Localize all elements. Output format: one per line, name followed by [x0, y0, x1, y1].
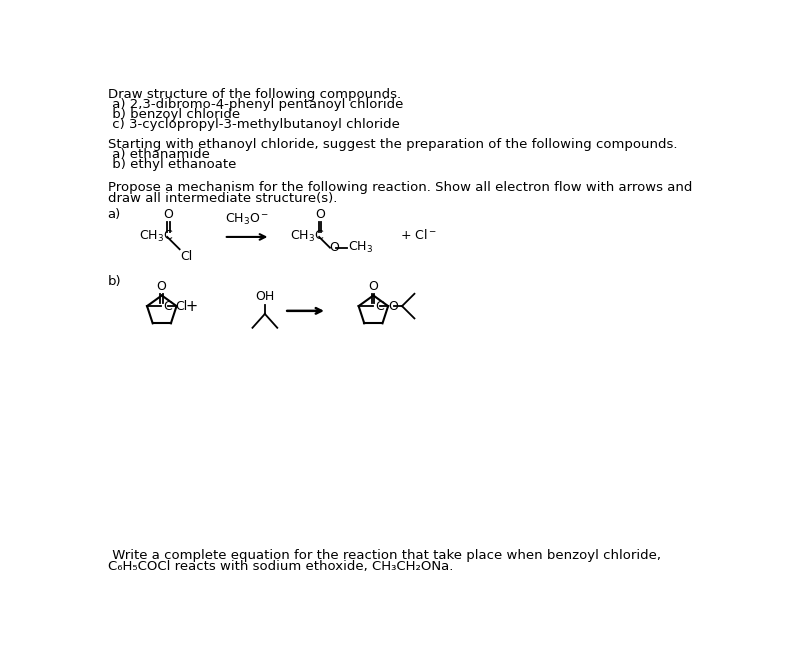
Text: C₆H₅COCl reacts with sodium ethoxide, CH₃CH₂ONa.: C₆H₅COCl reacts with sodium ethoxide, CH…	[108, 560, 453, 573]
Text: + Cl$^-$: + Cl$^-$	[401, 229, 437, 243]
Text: CH$_3$C: CH$_3$C	[138, 229, 173, 244]
Text: c) 3-cyclopropyl-3-methylbutanoyl chloride: c) 3-cyclopropyl-3-methylbutanoyl chlori…	[108, 119, 399, 131]
Text: CH$_3$C: CH$_3$C	[291, 229, 325, 244]
Text: Starting with ethanoyl chloride, suggest the preparation of the following compou: Starting with ethanoyl chloride, suggest…	[108, 138, 677, 151]
Text: Cl: Cl	[181, 250, 193, 263]
Text: CH$_3$: CH$_3$	[347, 240, 373, 255]
Text: Draw structure of the following compounds.: Draw structure of the following compound…	[108, 88, 401, 101]
Text: O: O	[368, 280, 378, 293]
Text: O: O	[156, 280, 167, 293]
Text: O: O	[163, 208, 174, 221]
Text: b): b)	[108, 275, 121, 289]
Text: +: +	[185, 299, 198, 314]
Text: a) 2,3-dibromo-4-phenyl pentanoyl chloride: a) 2,3-dibromo-4-phenyl pentanoyl chlori…	[108, 98, 403, 111]
Text: b) benzoyl chloride: b) benzoyl chloride	[108, 108, 240, 121]
Text: OH: OH	[255, 290, 274, 303]
Text: Propose a mechanism for the following reaction. Show all electron flow with arro: Propose a mechanism for the following re…	[108, 181, 692, 194]
Text: a): a)	[108, 208, 121, 221]
Text: C: C	[163, 300, 172, 312]
Text: O: O	[388, 300, 398, 312]
Text: O: O	[315, 208, 325, 221]
Text: C: C	[375, 300, 384, 312]
Text: CH$_3$O$^-$: CH$_3$O$^-$	[225, 212, 269, 227]
Text: O: O	[329, 241, 339, 254]
Text: Cl: Cl	[175, 300, 187, 312]
Text: b) ethyl ethanoate: b) ethyl ethanoate	[108, 158, 236, 171]
Text: Write a complete equation for the reaction that take place when benzoyl chloride: Write a complete equation for the reacti…	[108, 549, 660, 561]
Text: draw all intermediate structure(s).: draw all intermediate structure(s).	[108, 192, 337, 204]
Text: a) ethanamide: a) ethanamide	[108, 148, 209, 161]
